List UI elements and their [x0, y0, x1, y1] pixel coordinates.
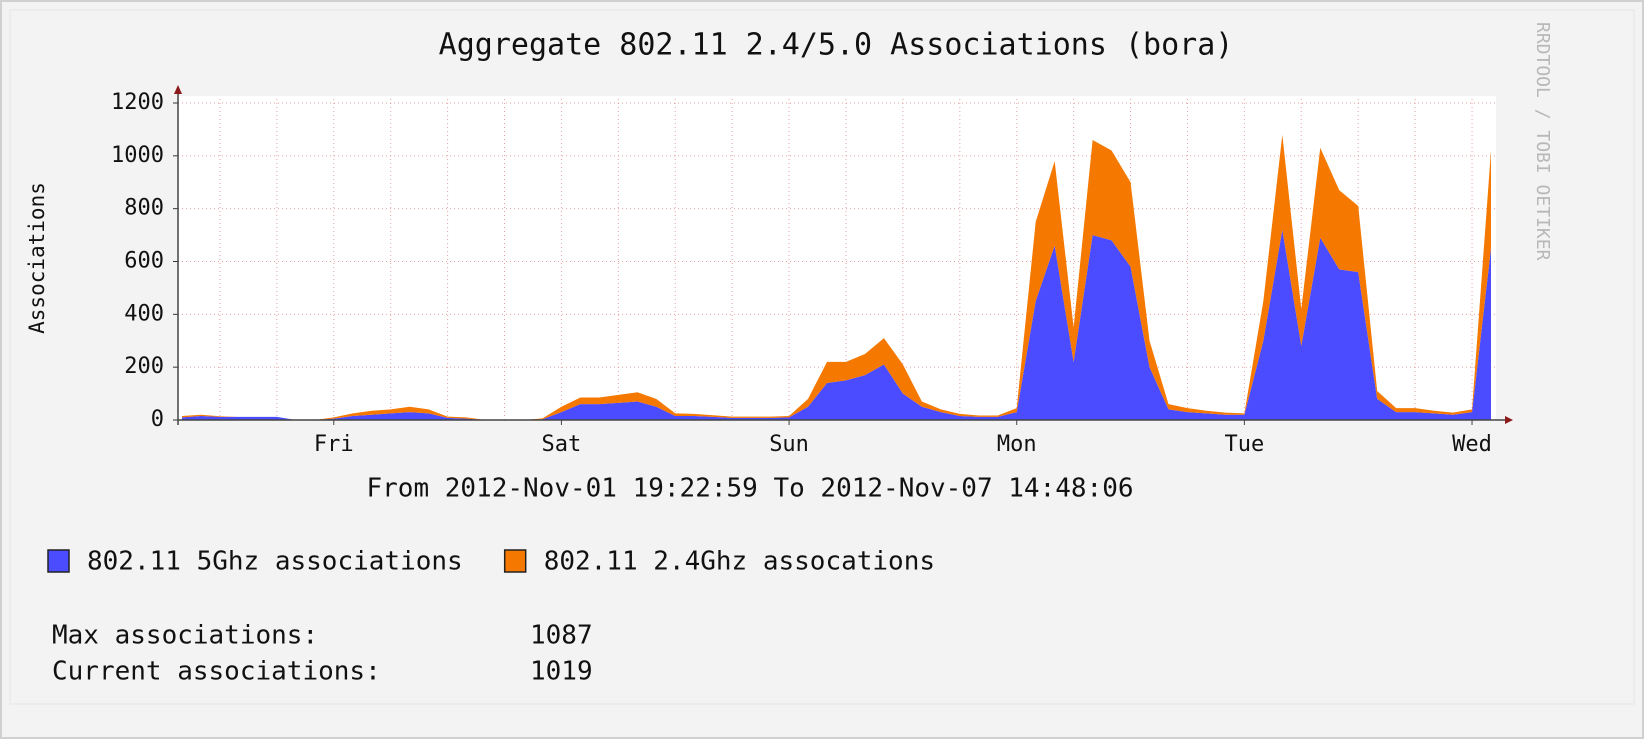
legend-label: 802.11 5Ghz associations	[87, 547, 463, 577]
y-tick-label: 400	[124, 301, 164, 326]
stat-label: Current associations:	[52, 657, 381, 687]
x-axis-label: From 2012-Nov-01 19:22:59 To 2012-Nov-07…	[366, 474, 1133, 504]
x-axis-arrow	[1505, 416, 1513, 424]
y-tick-label: 200	[124, 354, 164, 379]
chart-title: Aggregate 802.11 2.4/5.0 Associations (b…	[439, 28, 1234, 63]
y-tick-label: 600	[124, 249, 164, 274]
y-tick-label: 1200	[111, 90, 164, 115]
legend-label: 802.11 2.4Ghz assocations	[544, 547, 935, 577]
y-axis-label: Associations	[25, 182, 49, 334]
x-tick-label: Fri	[314, 432, 354, 457]
x-tick-label: Sat	[542, 432, 582, 457]
y-tick-label: 800	[124, 196, 164, 221]
legend-swatch	[503, 549, 527, 573]
area	[182, 134, 1491, 420]
stat-label: Max associations:	[52, 621, 318, 651]
x-tick-label: Sun	[769, 432, 809, 457]
x-tick-label: Wed	[1452, 432, 1492, 457]
stat-value: 1087	[530, 621, 593, 651]
watermark: RRDTOOL / TOBI OETIKER	[1532, 22, 1553, 261]
area	[182, 229, 1491, 420]
legend-swatch	[47, 549, 70, 573]
stat-value: 1019	[530, 657, 593, 687]
y-tick-label: 0	[151, 407, 164, 432]
y-axis-arrow	[174, 85, 182, 94]
x-tick-label: Mon	[997, 432, 1037, 457]
y-tick-label: 1000	[111, 143, 164, 168]
x-tick-label: Tue	[1225, 432, 1265, 457]
